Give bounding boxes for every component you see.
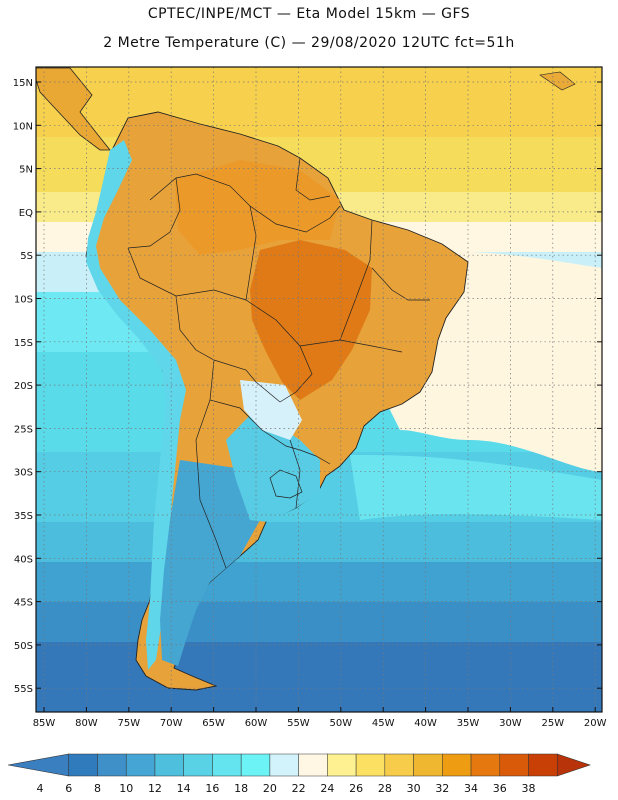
legend-swatch [528, 753, 558, 777]
legend-label: 14 [177, 782, 191, 795]
lon-label: 75W [117, 718, 140, 729]
southern-cone-cool [226, 410, 320, 522]
lat-label: 5S [20, 251, 33, 262]
hot-core-region [250, 240, 372, 400]
lat-label: 20S [14, 381, 33, 392]
lat-label: 10N [13, 121, 33, 132]
andes-cold-spine [86, 140, 186, 670]
ocean-band-6 [36, 642, 602, 712]
lat-label: 15N [13, 78, 33, 89]
legend-label: 18 [234, 782, 248, 795]
legend-swatch [470, 753, 501, 777]
lon-label: 80W [75, 718, 98, 729]
lat-label: 55S [14, 684, 33, 695]
longitude-axis: 85W 80W 75W 70W 65W 60W 55W 50W 45W 40W 35W 30W 25W 2… [33, 707, 607, 729]
ocean-band-12 [36, 522, 602, 562]
legend-label: 24 [320, 782, 334, 795]
legend-swatch [154, 753, 184, 777]
lat-label: 35S [14, 511, 33, 522]
lat-label: 25S [14, 424, 33, 435]
legend-swatch [384, 753, 414, 777]
lon-label: 45W [372, 718, 395, 729]
lon-label: 70W [160, 718, 183, 729]
ocean-band-10 [36, 562, 602, 602]
lon-label: 55W [287, 718, 310, 729]
lon-label: 35W [457, 718, 480, 729]
legend-swatch [125, 753, 156, 777]
warm-amazon-region [175, 160, 340, 255]
ocean-band-28 [36, 67, 602, 137]
temperature-map: 15N 10N 5N EQ 5S 10S 15S 20S 25S 30S 35S 40S 45S 50S 5… [13, 66, 607, 729]
atlantic-cool-zone [350, 455, 602, 520]
legend-label: 30 [407, 782, 421, 795]
legend-swatch [327, 753, 357, 777]
lat-label: EQ [19, 208, 33, 219]
legend-swatch [269, 753, 299, 777]
legend-label: 22 [292, 782, 306, 795]
lon-label: 40W [414, 718, 437, 729]
legend-label: 36 [493, 782, 507, 795]
legend-arrow-high [556, 753, 591, 777]
latitude-axis: 15N 10N 5N EQ 5S 10S 15S 20S 25S 30S 35S 40S 45S 50S 5… [13, 78, 602, 695]
legend-label: 32 [435, 782, 449, 795]
legend-label: 26 [349, 782, 363, 795]
lon-label: 50W [329, 718, 352, 729]
lat-label: 40S [14, 554, 33, 565]
lon-label: 30W [499, 718, 522, 729]
lon-label: 20W [584, 718, 607, 729]
legend-swatch [413, 753, 443, 777]
legend-label: 12 [148, 782, 162, 795]
color-legend: 4 6 8 10 12 14 16 18 20 22 24 26 28 30 32 34 36 38 [7, 753, 591, 795]
legend-label: 20 [263, 782, 277, 795]
legend-label: 34 [464, 782, 478, 795]
lat-label: 45S [14, 598, 33, 609]
lon-label: 85W [33, 718, 56, 729]
legend-swatch [183, 753, 213, 777]
map-frame [35, 66, 603, 713]
lon-label: 60W [245, 718, 268, 729]
legend-label: 16 [205, 782, 219, 795]
legend-swatch [355, 753, 386, 777]
legend-label: 38 [522, 782, 536, 795]
caribbean-islands [539, 71, 576, 91]
lat-label: 5N [19, 165, 33, 176]
patagonia-cool [160, 460, 260, 666]
central-america [36, 67, 111, 151]
legend-swatch [442, 753, 472, 777]
legend-label: 6 [65, 782, 72, 795]
legend-swatch [68, 753, 98, 777]
chart-subtitle: 2 Metre Temperature (C) — 29/08/2020 12U… [103, 35, 515, 51]
ocean-band-8 [36, 602, 602, 642]
lon-label: 25W [541, 718, 564, 729]
legend-label: 4 [37, 782, 44, 795]
legend-swatch [97, 753, 127, 777]
legend-label: 10 [119, 782, 133, 795]
lat-label: 50S [14, 641, 33, 652]
legend-label: 8 [94, 782, 101, 795]
legend-swatch [499, 753, 529, 777]
legend-arrow-low [7, 753, 70, 777]
legend-swatch [212, 753, 242, 777]
lon-label: 65W [202, 718, 225, 729]
paraguay-mild [240, 380, 302, 440]
legend-label: 28 [378, 782, 392, 795]
legend-swatch [298, 753, 328, 777]
lat-label: 15S [14, 338, 33, 349]
lat-label: 30S [14, 468, 33, 479]
lat-label: 10S [14, 295, 33, 306]
chart-title: CPTEC/INPE/MCT — Eta Model 15km — GFS [147, 6, 471, 22]
legend-swatch [240, 753, 271, 777]
